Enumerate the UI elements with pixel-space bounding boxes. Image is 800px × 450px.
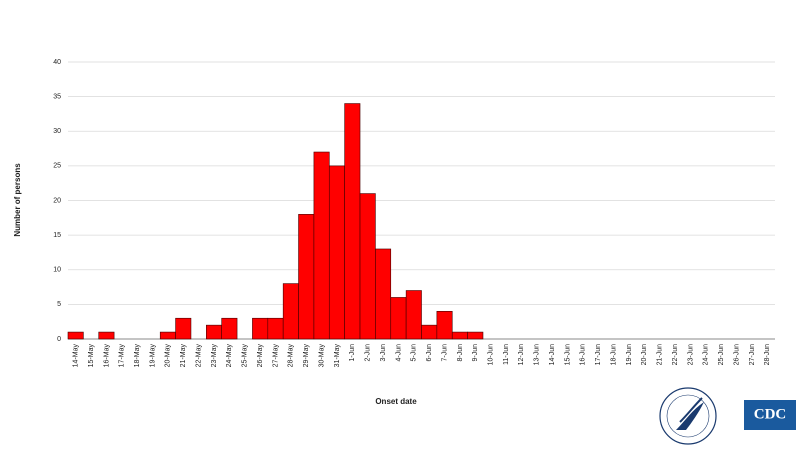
x-tick-label: 31-May bbox=[334, 344, 341, 368]
x-tick-label: 26-May bbox=[257, 344, 264, 368]
x-tick-label: 7-Jun bbox=[441, 344, 448, 362]
bar bbox=[298, 214, 315, 340]
x-tick-label: 14-May bbox=[73, 344, 80, 368]
x-tick-label: 20-Jun bbox=[641, 344, 648, 366]
x-tick-label: 26-Jun bbox=[733, 344, 740, 366]
x-tick-label: 25-May bbox=[242, 344, 249, 368]
x-tick-label: 19-May bbox=[149, 344, 156, 368]
bar bbox=[221, 317, 238, 340]
bar bbox=[344, 103, 361, 340]
cdc-logo: CDC bbox=[744, 400, 796, 430]
x-axis-title: Onset date bbox=[375, 397, 417, 406]
bar bbox=[159, 331, 176, 340]
bar bbox=[313, 151, 330, 340]
cdc-logo-text: CDC bbox=[754, 406, 787, 422]
x-tick-label: 22-May bbox=[195, 344, 202, 368]
bar bbox=[267, 317, 284, 340]
x-tick-label: 15-May bbox=[88, 344, 95, 368]
x-tick-label: 14-Jun bbox=[549, 344, 556, 366]
x-tick-label: 28-Jun bbox=[764, 344, 771, 366]
bar bbox=[252, 317, 269, 340]
bar bbox=[375, 248, 392, 340]
x-tick-label: 23-Jun bbox=[687, 344, 694, 366]
x-tick-label: 21-Jun bbox=[657, 344, 664, 366]
x-tick-label: 9-Jun bbox=[472, 344, 479, 362]
x-tick-label: 11-Jun bbox=[503, 344, 510, 365]
bar bbox=[405, 290, 422, 340]
bar bbox=[175, 317, 192, 340]
x-tick-label: 2-Jun bbox=[365, 344, 372, 362]
x-tick-label: 21-May bbox=[180, 344, 187, 368]
hhs-logo bbox=[659, 387, 717, 445]
bar bbox=[467, 331, 484, 340]
x-tick-label: 19-Jun bbox=[626, 344, 633, 366]
x-tick-label: 8-Jun bbox=[457, 344, 464, 362]
bar bbox=[421, 324, 438, 340]
x-tick-label: 17-Jun bbox=[595, 344, 602, 366]
x-tick-label: 27-Jun bbox=[749, 344, 756, 366]
y-tick-label: 0 bbox=[57, 336, 61, 343]
x-tick-label: 24-May bbox=[226, 344, 233, 368]
bar bbox=[359, 193, 376, 340]
x-tick-label: 1-Jun bbox=[349, 344, 356, 362]
y-tick-label: 5 bbox=[57, 301, 61, 308]
x-tick-label: 28-May bbox=[288, 344, 295, 368]
x-tick-label: 18-Jun bbox=[610, 344, 617, 366]
y-tick-label: 40 bbox=[53, 59, 61, 66]
y-tick-label: 30 bbox=[53, 128, 61, 135]
bar bbox=[282, 283, 299, 340]
x-tick-label: 15-Jun bbox=[564, 344, 571, 366]
x-tick-label: 5-Jun bbox=[411, 344, 418, 362]
y-tick-label: 20 bbox=[53, 197, 61, 204]
x-tick-label: 25-Jun bbox=[718, 344, 725, 366]
x-tick-label: 12-Jun bbox=[518, 344, 525, 366]
bar bbox=[206, 324, 222, 340]
x-tick-label: 13-Jun bbox=[534, 344, 541, 366]
y-tick-label: 10 bbox=[53, 267, 61, 274]
y-tick-label: 25 bbox=[53, 163, 61, 170]
x-tick-label: 22-Jun bbox=[672, 344, 679, 366]
x-tick-label: 10-Jun bbox=[488, 344, 495, 366]
x-tick-label: 16-Jun bbox=[580, 344, 587, 366]
x-tick-label: 16-May bbox=[103, 344, 110, 368]
x-tick-label: 17-May bbox=[119, 344, 126, 368]
x-tick-label: 24-Jun bbox=[703, 344, 710, 366]
y-tick-label: 35 bbox=[53, 93, 61, 100]
x-tick-label: 23-May bbox=[211, 344, 218, 368]
y-tick-label: 15 bbox=[53, 232, 61, 239]
x-tick-label: 27-May bbox=[272, 344, 279, 368]
x-tick-label: 30-May bbox=[318, 344, 325, 368]
x-tick-label: 6-Jun bbox=[426, 344, 433, 362]
bar bbox=[328, 165, 345, 340]
bar bbox=[451, 331, 468, 340]
bar bbox=[98, 331, 115, 340]
bar bbox=[67, 331, 84, 340]
x-tick-label: 20-May bbox=[165, 344, 172, 368]
bar bbox=[436, 310, 453, 340]
x-tick-label: 3-Jun bbox=[380, 344, 387, 362]
bar bbox=[390, 297, 407, 340]
x-tick-label: 4-Jun bbox=[395, 344, 402, 362]
y-axis-title: Number of persons bbox=[13, 163, 22, 237]
x-tick-label: 29-May bbox=[303, 344, 310, 368]
x-tick-label: 18-May bbox=[134, 344, 141, 368]
